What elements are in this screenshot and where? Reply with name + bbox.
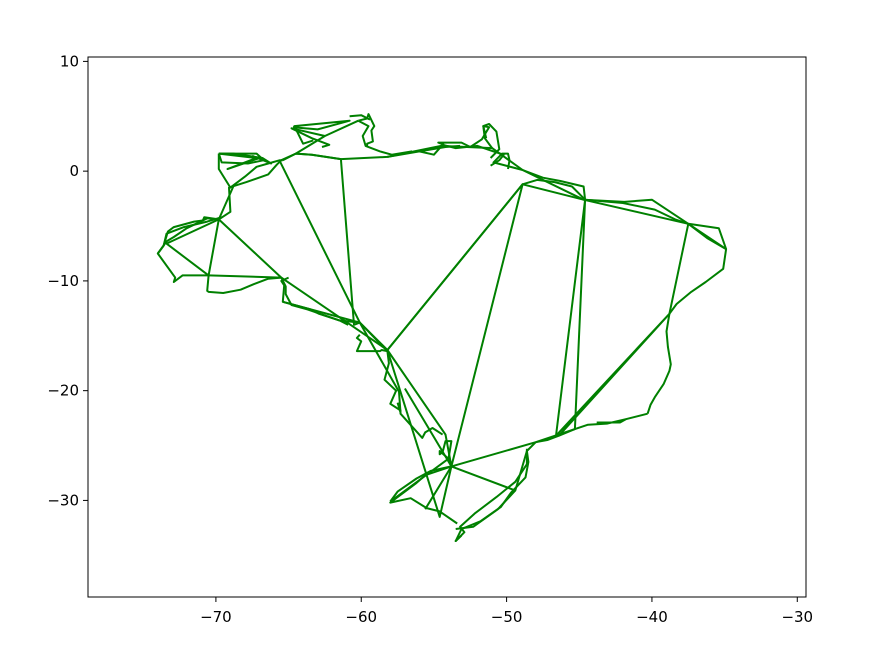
x-axis-ticks: −70 −60 −50 −40 −30 — [200, 597, 813, 626]
boundary-line-47 — [389, 457, 453, 503]
y-tick-label-0: 10 — [60, 52, 79, 70]
boundary-line-23 — [454, 448, 528, 542]
y-tick-label-1: 0 — [69, 162, 79, 180]
y-tick-label-3: −20 — [47, 382, 79, 400]
boundary-line-21 — [596, 418, 627, 424]
boundary-line-43 — [555, 222, 690, 437]
y-tick-label-4: −30 — [47, 491, 79, 509]
boundary-line-13 — [482, 123, 501, 159]
boundary-line-46 — [451, 450, 528, 492]
axes-frame — [87, 56, 807, 598]
boundary-line-2 — [218, 152, 273, 165]
x-tick-label-4: −30 — [781, 608, 813, 626]
y-tick-label-2: −10 — [47, 272, 79, 290]
series-layer — [156, 113, 728, 542]
x-tick-label-1: −60 — [345, 608, 377, 626]
boundary-line-14 — [492, 152, 523, 171]
boundary-line-42 — [451, 198, 587, 468]
boundary-line-6 — [290, 127, 331, 148]
boundary-line-40 — [208, 186, 283, 279]
boundary-line-37 — [280, 152, 361, 326]
boundary-line-49 — [280, 276, 388, 351]
boundary-line-39 — [165, 218, 220, 277]
x-tick-label-0: −70 — [200, 608, 232, 626]
boundary-line-51 — [218, 152, 260, 170]
boundary-line-41 — [386, 183, 524, 468]
boundary-line-29 — [355, 334, 388, 353]
boundary-line-9 — [349, 114, 371, 121]
boundary-line-19 — [646, 313, 672, 415]
boundary-line-48 — [282, 300, 389, 353]
boundary-line-0 — [217, 153, 283, 189]
boundary-line-5 — [292, 119, 351, 145]
boundary-line-50 — [358, 322, 402, 414]
boundary-line-7 — [357, 119, 413, 156]
x-tick-label-2: −50 — [491, 608, 523, 626]
x-tick-label-3: −40 — [636, 608, 668, 626]
boundary-line-35 — [162, 216, 222, 247]
y-axis-ticks: 10 0 −10 −20 −30 — [47, 52, 88, 509]
boundary-line-10 — [387, 143, 505, 167]
boundary-line-11 — [419, 144, 461, 153]
boundary-line-36 — [218, 159, 283, 221]
boundary-line-18 — [668, 223, 728, 315]
boundary-line-25 — [389, 465, 452, 503]
boundary-line-32 — [206, 275, 282, 294]
boundary-line-1 — [217, 152, 265, 165]
boundary-line-24 — [455, 489, 517, 530]
